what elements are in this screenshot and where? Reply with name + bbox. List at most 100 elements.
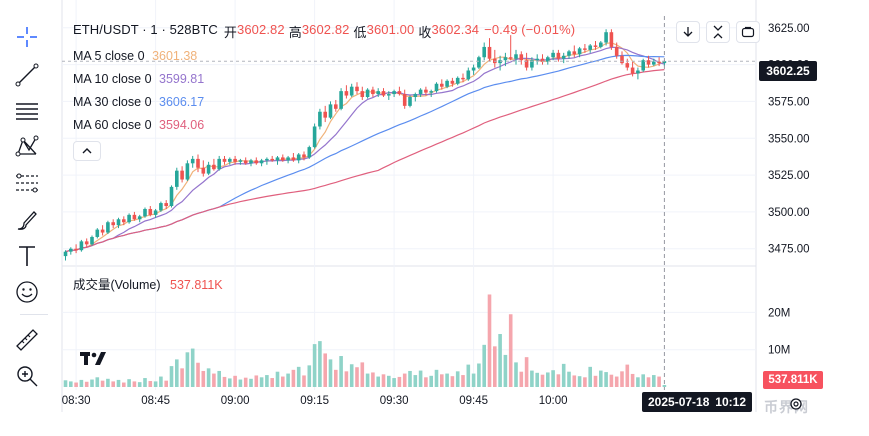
ma-legend-1[interactable]: MA 10 close 0 3599.81	[73, 72, 575, 86]
volume-bar	[418, 370, 423, 387]
tool-emoji[interactable]	[14, 277, 54, 307]
volume-bar	[69, 381, 73, 387]
volume-bar	[318, 341, 322, 387]
candle-body	[641, 60, 645, 71]
volume-bar	[312, 344, 317, 387]
ma-legend-0[interactable]: MA 5 close 0 3601.38	[73, 49, 575, 63]
high-value: 3602.82	[301, 22, 350, 37]
screenshot-button[interactable]	[736, 21, 760, 43]
horizontal-lines-icon	[16, 103, 38, 120]
collapse-legend-button[interactable]	[73, 141, 101, 161]
volume-bar	[593, 375, 598, 387]
volume-bar	[583, 377, 587, 387]
open-label: 开	[223, 25, 237, 40]
volume-bar	[323, 353, 327, 387]
ma-legend-3[interactable]: MA 60 close 0 3594.06	[73, 118, 575, 132]
emoji-icon	[16, 281, 38, 303]
volume-bar	[238, 379, 243, 387]
symbol-title[interactable]: ETH/USDT · 1 · 528BTC	[73, 22, 218, 37]
volume-bar	[122, 382, 126, 387]
tool-text[interactable]	[14, 241, 54, 271]
volume-legend[interactable]: 成交量(Volume) 537.811K	[73, 274, 223, 293]
brush-icon	[17, 211, 37, 230]
volume-bar	[254, 375, 259, 387]
volume-bar	[302, 375, 306, 387]
ma-legend-2[interactable]: MA 30 close 0 3606.17	[73, 95, 575, 109]
candle-body	[265, 158, 269, 161]
volume-bar	[360, 362, 365, 387]
pattern-icon	[15, 135, 39, 157]
volume-bar	[164, 380, 168, 387]
volume-bar	[461, 375, 465, 387]
volume-bar	[291, 369, 296, 387]
candle-body	[159, 203, 163, 211]
chart-settings-button[interactable]	[788, 396, 804, 412]
chart-controls	[676, 21, 760, 43]
volume-bar	[599, 370, 603, 387]
volume-label: 成交量(Volume)	[73, 278, 161, 292]
candle-body	[418, 89, 423, 95]
candle-body	[63, 251, 68, 257]
volume-bar	[349, 364, 354, 387]
volume-bar	[662, 384, 667, 387]
candle-body	[201, 167, 206, 174]
trend-line-icon	[15, 63, 39, 87]
ma-value: 3599.81	[159, 72, 205, 86]
tool-zoom-in[interactable]	[14, 361, 54, 391]
price-tick-label: 3500.00	[768, 207, 810, 219]
candle-body	[217, 158, 221, 170]
volume-bar	[588, 366, 592, 387]
candle-body	[397, 91, 402, 95]
volume-bar	[424, 377, 428, 387]
scroll-down-button[interactable]	[676, 21, 700, 43]
tool-ruler[interactable]	[14, 325, 54, 355]
tool-pattern[interactable]	[14, 132, 54, 162]
volume-value: 537.811K	[170, 278, 223, 292]
candle-body	[302, 154, 306, 158]
candle-body	[334, 104, 338, 109]
price-tick-label: 3575.00	[768, 96, 810, 108]
candle-body	[307, 147, 312, 158]
tool-brush[interactable]	[14, 205, 54, 235]
tool-fibonacci[interactable]	[14, 168, 54, 198]
tool-crosshair[interactable]	[14, 22, 54, 52]
crosshair-time-tag: 2025-07-18 10:12	[642, 392, 752, 412]
tradingview-logo-icon	[80, 352, 106, 365]
fullscreen-button[interactable]	[706, 21, 730, 43]
volume-bar	[355, 367, 359, 387]
change-value: −0.49 (−0.01%)	[484, 22, 576, 37]
candle-body	[365, 89, 370, 98]
price-tick-label: 3550.00	[768, 133, 810, 145]
candle-body	[636, 70, 640, 74]
time-axis[interactable]: 08:30 08:45 09:00 09:15 09:30 09:45 10:00	[62, 395, 568, 407]
high-label: 高	[288, 25, 302, 40]
volume-bar	[249, 378, 253, 387]
volume-bar	[381, 374, 386, 387]
candle-body	[286, 157, 290, 161]
last-price-tag: 3602.25	[759, 61, 817, 81]
candle-body	[233, 158, 237, 162]
volume-bar	[567, 371, 571, 387]
candle-body	[185, 163, 190, 180]
candle-body	[344, 91, 349, 96]
candle-body	[535, 58, 539, 61]
candle-body	[662, 61, 667, 64]
candle-body	[169, 186, 174, 207]
volume-bar	[498, 334, 502, 387]
volume-bar	[636, 377, 640, 387]
tradingview-logo[interactable]	[79, 348, 109, 370]
ma-value: 3606.17	[159, 95, 205, 109]
candle-body	[620, 55, 624, 64]
tool-trend-line[interactable]	[14, 60, 54, 90]
candle-body	[556, 52, 561, 59]
volume-bar	[84, 381, 89, 387]
chevron-up-icon	[82, 148, 92, 154]
volume-bar	[450, 376, 455, 387]
crosshair-date: 2025-07-18	[648, 395, 710, 409]
candle-body	[583, 48, 587, 50]
tool-horizontal-lines[interactable]	[14, 96, 54, 126]
candle-body	[508, 57, 513, 59]
